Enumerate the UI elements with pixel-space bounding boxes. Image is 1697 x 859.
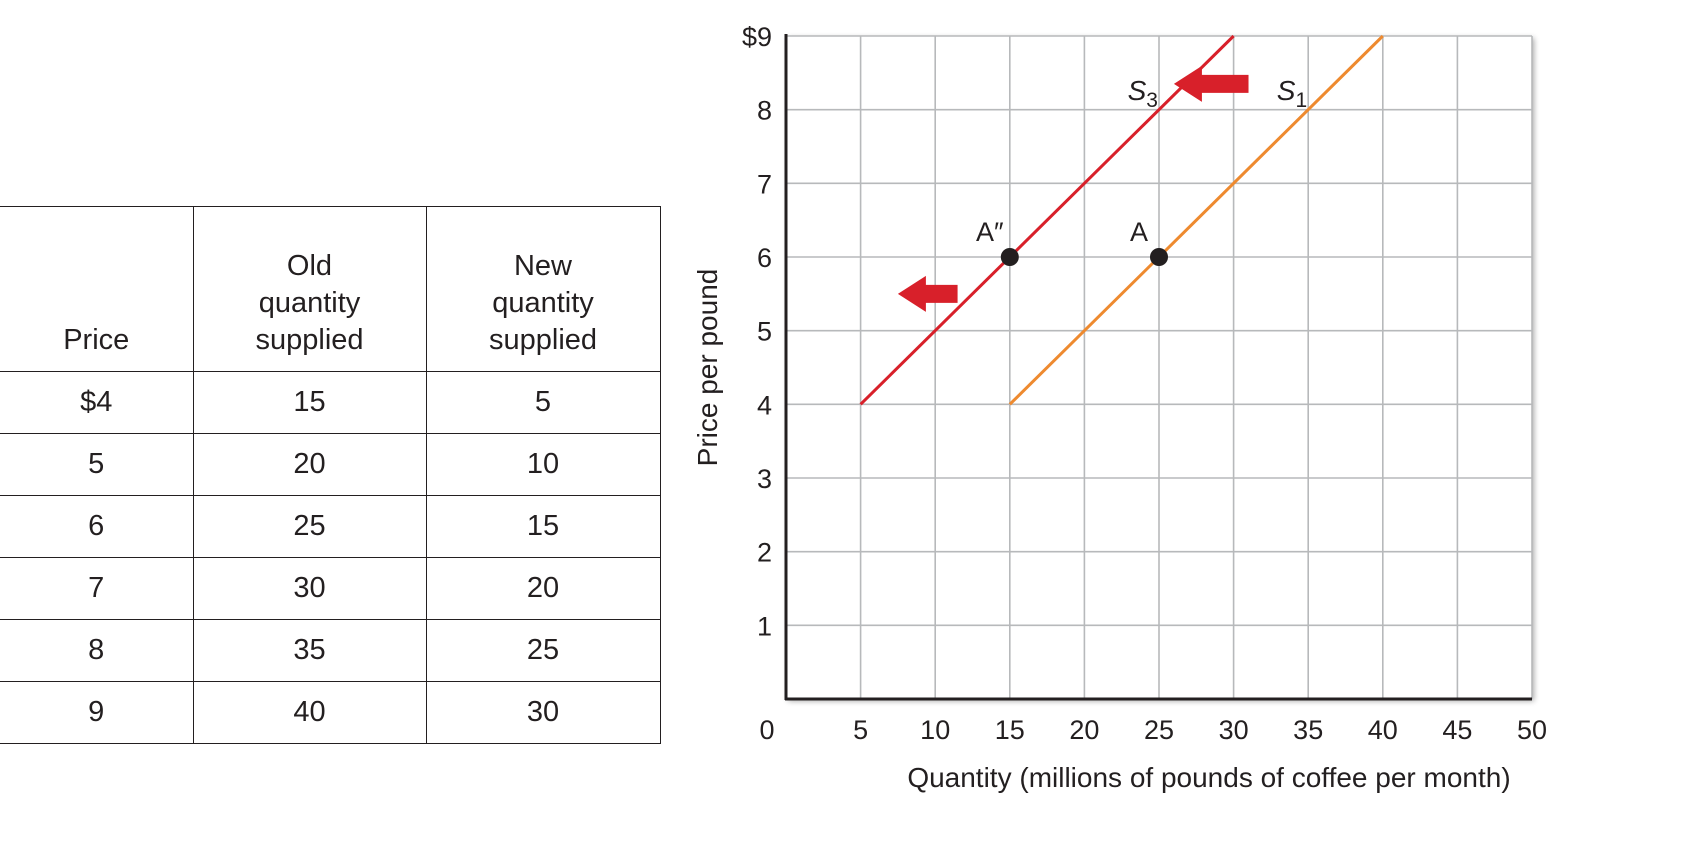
point-label: A xyxy=(1130,217,1148,247)
x-tick-label: 45 xyxy=(1442,715,1472,745)
series-label-s3: S3 xyxy=(1128,75,1158,112)
y-tick-label: 5 xyxy=(757,317,772,347)
point-marker xyxy=(1150,248,1168,266)
x-tick-label: 50 xyxy=(1517,715,1547,745)
x-tick-label: 5 xyxy=(853,715,868,745)
table-row: $4 15 5 xyxy=(0,371,661,434)
table-cell-price: 8 xyxy=(0,619,194,682)
header-price: Price xyxy=(0,206,194,372)
x-tick-label: 0 xyxy=(759,715,774,745)
header-price-label: Price xyxy=(63,324,130,356)
shift-arrow xyxy=(897,275,958,312)
y-tick-label: 6 xyxy=(757,243,772,273)
table-cell-old-quantity: 30 xyxy=(192,557,427,620)
y-tick-label: 7 xyxy=(757,169,772,199)
header-new-quantity-label: New quantity supplied xyxy=(488,250,598,356)
table-cell-new-quantity: 25 xyxy=(425,619,661,682)
x-tick-label: 15 xyxy=(995,715,1025,745)
point-label: A″ xyxy=(976,217,1004,247)
y-tick-label: 8 xyxy=(757,96,772,126)
y-tick-label: 2 xyxy=(757,538,772,568)
y-tick-label: 1 xyxy=(757,611,772,641)
y-axis-title: Price per pound xyxy=(692,269,723,467)
table-cell-price: $4 xyxy=(0,371,194,434)
y-tick-label: $9 xyxy=(742,22,772,52)
table-cell-old-quantity: 25 xyxy=(192,495,427,558)
header-old-quantity: Old quantity supplied xyxy=(192,206,427,372)
axes xyxy=(784,34,1532,701)
series-label-subscript: 3 xyxy=(1146,89,1158,112)
equilibrium-points: A A″ xyxy=(976,217,1168,266)
table-row: 6 25 15 xyxy=(0,495,661,558)
table-cell-new-quantity: 5 xyxy=(425,371,661,434)
supply-schedule-table-container: Price Old quantity supplied New quantity… xyxy=(0,206,661,744)
shift-arrows xyxy=(897,65,1249,312)
series-label-subscript: 1 xyxy=(1295,89,1307,112)
x-tick-label: 25 xyxy=(1144,715,1174,745)
table-cell-old-quantity: 35 xyxy=(192,619,427,682)
supply-curve-s1 xyxy=(1008,34,1384,406)
series-label-main: S xyxy=(1277,75,1296,106)
series-label-s1: S1 xyxy=(1277,75,1307,112)
table-cell-old-quantity: 40 xyxy=(192,681,427,744)
table-cell-new-quantity: 10 xyxy=(425,433,661,496)
table-cell-new-quantity: 30 xyxy=(425,681,661,744)
table-header-row: Price Old quantity supplied New quantity… xyxy=(0,206,661,372)
table-row: 8 35 25 xyxy=(0,619,661,682)
supply-curve-s3 xyxy=(859,34,1235,406)
y-tick-label: 4 xyxy=(757,390,772,420)
table-cell-price: 9 xyxy=(0,681,194,744)
table-row: 7 30 20 xyxy=(0,557,661,620)
table-cell-price: 7 xyxy=(0,557,194,620)
x-tick-label: 35 xyxy=(1293,715,1323,745)
shift-arrow xyxy=(1173,65,1249,102)
table-cell-price: 5 xyxy=(0,433,194,496)
supply-schedule-table: Price Old quantity supplied New quantity… xyxy=(0,206,661,744)
header-old-quantity-label: Old quantity supplied xyxy=(255,250,364,356)
table-cell-old-quantity: 15 xyxy=(192,371,427,434)
x-tick-label: 10 xyxy=(920,715,950,745)
x-axis-title: Quantity (millions of pounds of coffee p… xyxy=(907,762,1510,793)
table-cell-price: 6 xyxy=(0,495,194,558)
y-tick-label: 3 xyxy=(757,464,772,494)
x-tick-label: 20 xyxy=(1069,715,1099,745)
table-row: 5 20 10 xyxy=(0,433,661,496)
point-marker xyxy=(1000,248,1019,266)
x-tick-label: 30 xyxy=(1219,715,1249,745)
header-new-quantity: New quantity supplied xyxy=(425,206,661,372)
series-label-main: S xyxy=(1128,75,1147,106)
x-tick-label: 40 xyxy=(1368,715,1398,745)
table-row: 9 40 30 xyxy=(0,681,661,744)
table-cell-new-quantity: 15 xyxy=(425,495,661,558)
